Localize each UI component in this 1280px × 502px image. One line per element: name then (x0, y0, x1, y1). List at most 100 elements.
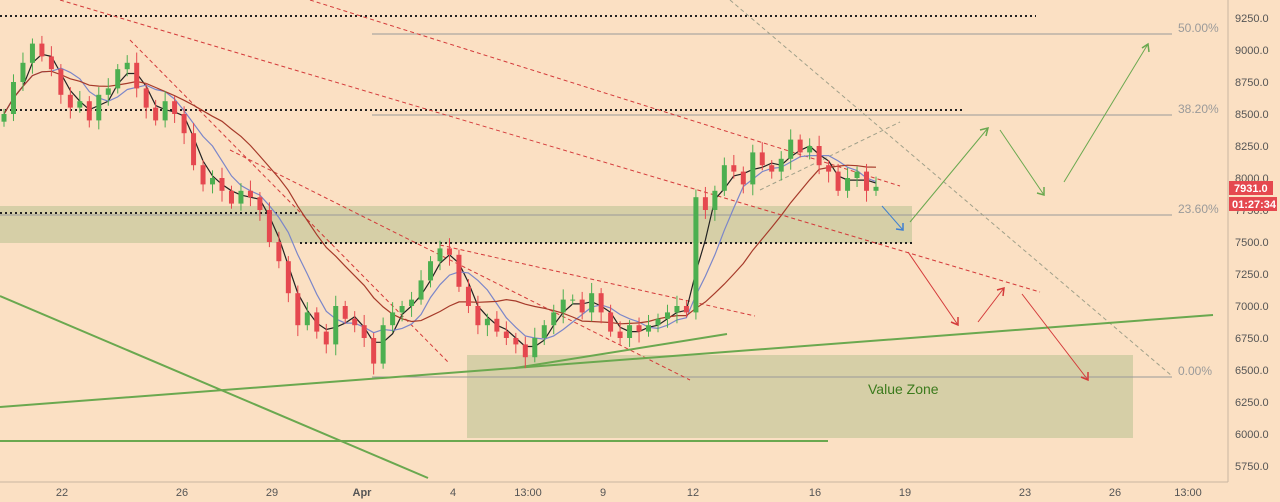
candle-body[interactable] (731, 165, 737, 172)
candle-body[interactable] (570, 299, 576, 301)
candle-body[interactable] (115, 69, 121, 89)
resistance-zone[interactable] (0, 206, 912, 243)
red-trendline-2[interactable] (129, 39, 449, 363)
candle-body[interactable] (475, 306, 481, 326)
candle-body[interactable] (826, 165, 832, 172)
candle-body[interactable] (191, 133, 197, 166)
candle-body[interactable] (29, 43, 35, 63)
candle-body[interactable] (105, 88, 111, 95)
candle-body[interactable] (740, 171, 746, 185)
candle-body[interactable] (380, 325, 386, 364)
candle-body[interactable] (409, 299, 415, 306)
candle-body[interactable] (210, 178, 216, 185)
candle-body[interactable] (617, 331, 623, 338)
candle-body[interactable] (816, 146, 822, 166)
candle-body[interactable] (314, 312, 320, 332)
candle-body[interactable] (58, 69, 64, 95)
candle-body[interactable] (342, 306, 348, 319)
time-axis[interactable]: 22 26 29 Apr 4 13:00 9 12 16 19 23 26 13:00 (56, 487, 1202, 499)
candle-body[interactable] (10, 82, 16, 114)
candle-body[interactable] (759, 152, 765, 166)
candle-body[interactable] (96, 94, 102, 121)
candle-body[interactable] (446, 248, 452, 255)
candle-body[interactable] (664, 312, 670, 319)
candle-body[interactable] (854, 171, 860, 178)
candle-body[interactable] (702, 197, 708, 210)
candle-body[interactable] (1, 114, 7, 122)
candle-body[interactable] (560, 299, 566, 313)
candles[interactable] (1, 35, 879, 375)
candle-body[interactable] (693, 197, 699, 313)
candle-body[interactable] (845, 178, 851, 191)
green-trendline-down[interactable] (0, 295, 429, 479)
candle-body[interactable] (266, 210, 272, 242)
candle-body[interactable] (437, 248, 443, 262)
candle-body[interactable] (797, 139, 803, 153)
candle-body[interactable] (835, 171, 841, 191)
candle-body[interactable] (683, 306, 689, 313)
candle-body[interactable] (627, 325, 633, 338)
candle-body[interactable] (143, 88, 149, 108)
candle-body[interactable] (257, 197, 263, 210)
candle-body[interactable] (200, 165, 206, 185)
candle-body[interactable] (646, 325, 652, 332)
candle-body[interactable] (674, 306, 680, 313)
candle-body[interactable] (532, 338, 538, 358)
candle-body[interactable] (721, 165, 727, 191)
candle-body[interactable] (712, 190, 718, 210)
candle-body[interactable] (428, 261, 434, 281)
red-trendline-4[interactable] (309, 0, 901, 187)
candle-body[interactable] (418, 280, 424, 300)
candle-body[interactable] (371, 338, 377, 364)
candle-body[interactable] (238, 190, 244, 204)
candle-body[interactable] (503, 331, 509, 338)
candle-body[interactable] (361, 325, 367, 338)
candle-body[interactable] (541, 325, 547, 338)
candle-body[interactable] (579, 299, 585, 313)
candle-body[interactable] (219, 178, 225, 191)
candle-body[interactable] (247, 190, 253, 198)
candle-body[interactable] (124, 62, 130, 70)
candle-body[interactable] (750, 152, 756, 185)
candle-body[interactable] (551, 312, 557, 326)
price-axis[interactable]: 9250.09000.08750.08500.08250.08000.07750… (1235, 13, 1269, 473)
candle-body[interactable] (295, 293, 301, 326)
candle-body[interactable] (48, 56, 54, 70)
candle-body[interactable] (769, 165, 775, 172)
candle-body[interactable] (304, 312, 310, 326)
candle-body[interactable] (181, 114, 187, 134)
candle-body[interactable] (513, 338, 519, 345)
candle-body[interactable] (589, 293, 595, 313)
candle-body[interactable] (39, 43, 45, 57)
value-zone[interactable] (467, 355, 1133, 438)
candle-body[interactable] (77, 101, 83, 108)
candle-body[interactable] (333, 306, 339, 345)
candle-body[interactable] (655, 318, 661, 326)
candle-body[interactable] (465, 286, 471, 306)
gray-trendline[interactable] (729, 0, 1173, 377)
candle-body[interactable] (352, 318, 358, 326)
candle-body[interactable] (20, 62, 26, 82)
green-trendline-long[interactable] (0, 314, 1214, 408)
candle-body[interactable] (172, 101, 178, 114)
red-trendline-1[interactable] (59, 0, 1041, 293)
candle-body[interactable] (788, 139, 794, 159)
red-trendline-3[interactable] (229, 149, 691, 381)
candle-body[interactable] (598, 293, 604, 313)
candle-body[interactable] (153, 107, 159, 121)
candle-body[interactable] (873, 186, 879, 191)
candle-body[interactable] (864, 171, 870, 191)
candle-body[interactable] (323, 331, 329, 345)
candle-body[interactable] (636, 325, 642, 332)
candle-body[interactable] (456, 254, 462, 287)
green-trendline-short[interactable] (514, 333, 728, 369)
candle-body[interactable] (522, 344, 528, 358)
candle-body[interactable] (134, 62, 140, 89)
candle-body[interactable] (390, 312, 396, 326)
candle-body[interactable] (86, 101, 92, 121)
candle-body[interactable] (162, 101, 168, 121)
candle-body[interactable] (608, 312, 614, 332)
candle-body[interactable] (228, 190, 234, 204)
